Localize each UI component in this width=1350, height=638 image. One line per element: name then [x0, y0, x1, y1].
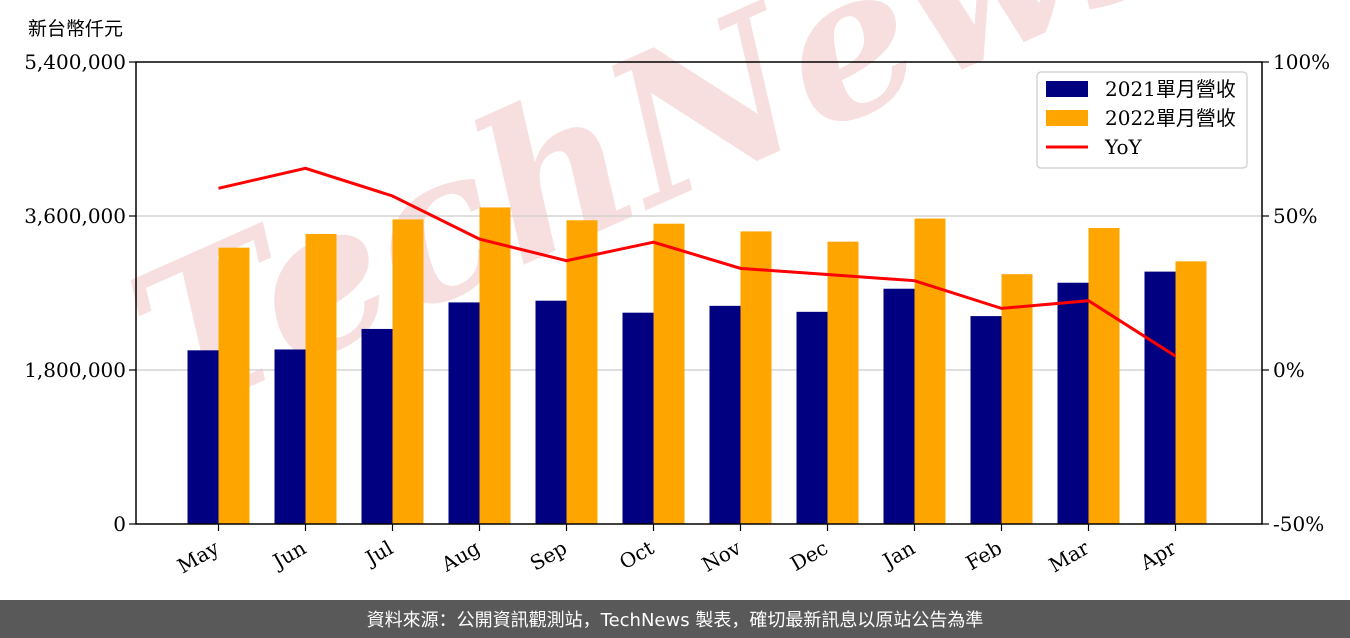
right-tick-label: -50% [1273, 512, 1324, 536]
right-tick-label: 100% [1273, 50, 1330, 74]
x-tick-label-dec: Dec [786, 536, 832, 576]
bar-2022-jun [305, 233, 337, 524]
x-tick-label-oct: Oct [615, 536, 658, 575]
yoy-line [218, 166, 1177, 358]
bar-2022-dec [827, 241, 859, 524]
left-tick-label: 1,800,000 [24, 358, 126, 382]
bar-2022-apr [1175, 261, 1207, 524]
y-axis-unit-label: 新台幣仟元 [28, 18, 124, 40]
left-tick-label: 5,400,000 [24, 50, 126, 74]
bar-2022-jul [392, 219, 424, 524]
legend-swatch-2022 [1046, 110, 1088, 126]
x-tick-label-may: May [173, 535, 223, 578]
bar-2021-apr [1144, 271, 1176, 524]
x-tick-label-nov: Nov [698, 535, 746, 577]
bar-2021-feb [970, 316, 1002, 524]
x-tick-label-sep: Sep [526, 536, 571, 576]
legend-label-2022: 2022單月營收 [1105, 106, 1236, 130]
bar-2021-sep [535, 300, 567, 524]
left-tick-label: 0 [113, 512, 126, 536]
x-tick-label-feb: Feb [962, 536, 1006, 575]
x-tick-label-mar: Mar [1045, 535, 1094, 577]
legend: 2021單月營收 2022單月營收 YoY [1036, 71, 1248, 169]
bar-2022-feb [1001, 274, 1033, 524]
legend-label-2021: 2021單月營收 [1105, 77, 1236, 101]
right-tick-label: 0% [1273, 358, 1305, 382]
bar-2022-may [218, 247, 250, 524]
x-tick-label-apr: Apr [1135, 535, 1180, 575]
bar-2021-oct [622, 312, 654, 524]
x-tick-label-jul: Jul [360, 536, 397, 571]
plot-frame [135, 61, 1263, 525]
bar-2021-may [187, 350, 219, 524]
bar-2022-mar [1088, 227, 1120, 524]
bar-2022-nov [740, 231, 772, 524]
bar-2022-oct [653, 223, 685, 524]
bar-2022-aug [479, 207, 511, 524]
revenue-chart: TechNews01,800,0003,600,0005,400,000-50%… [24, 0, 1330, 578]
legend-swatch-2021 [1046, 81, 1088, 97]
bar-2021-nov [709, 305, 741, 524]
bar-2022-jan [914, 218, 946, 525]
source-footer: 資料來源：公開資訊觀測站，TechNews 製表，確切最新訊息以原站公告為準 [0, 600, 1350, 638]
bar-2022-sep [566, 220, 598, 524]
bar-2021-jun [274, 349, 306, 524]
bar-2021-jul [361, 328, 393, 524]
legend-label-yoy: YoY [1104, 135, 1143, 159]
left-tick-label: 3,600,000 [24, 204, 126, 228]
x-tick-label-jun: Jun [267, 535, 310, 574]
right-tick-label: 50% [1273, 204, 1317, 228]
bar-2021-jan [883, 288, 915, 524]
x-tick-label-aug: Aug [436, 535, 484, 576]
x-tick-label-jan: Jan [877, 535, 919, 573]
legend-box [1036, 71, 1248, 169]
bar-2021-aug [448, 302, 480, 524]
bar-2021-mar [1057, 282, 1089, 524]
bar-2021-dec [796, 311, 828, 524]
